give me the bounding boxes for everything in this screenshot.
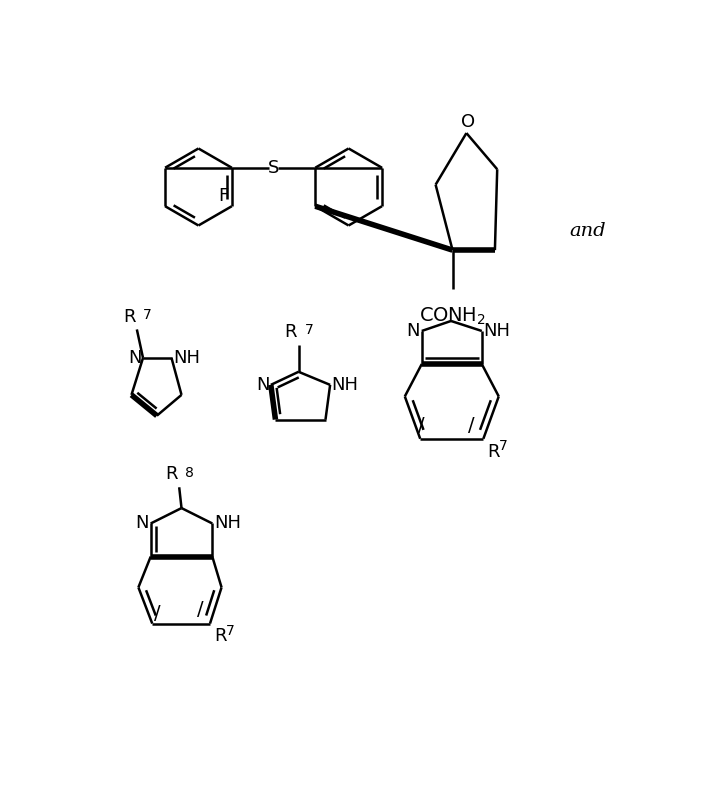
Text: N: N — [256, 376, 269, 394]
Text: 7: 7 — [225, 623, 234, 638]
Text: S: S — [268, 159, 279, 177]
Text: R: R — [284, 323, 297, 341]
Text: R: R — [165, 465, 178, 484]
Text: NH: NH — [173, 349, 200, 367]
Text: R: R — [123, 308, 135, 325]
Text: 7: 7 — [498, 439, 508, 453]
Text: NH: NH — [331, 376, 358, 394]
Text: N: N — [407, 322, 420, 340]
Text: /: / — [154, 604, 160, 622]
Text: N: N — [136, 514, 149, 533]
Text: 7: 7 — [305, 323, 314, 337]
Text: R: R — [487, 443, 500, 461]
Text: /: / — [419, 416, 425, 435]
Text: NH: NH — [214, 514, 241, 533]
Text: R: R — [214, 627, 226, 646]
Text: F: F — [218, 187, 229, 205]
Text: O: O — [461, 113, 475, 131]
Text: 8: 8 — [186, 465, 194, 480]
Text: /: / — [197, 600, 203, 619]
Text: NH: NH — [483, 322, 510, 340]
Text: /: / — [469, 416, 475, 435]
Text: 7: 7 — [143, 308, 151, 322]
Text: CONH$_2$: CONH$_2$ — [419, 305, 486, 327]
Text: N: N — [128, 349, 141, 367]
Text: and: and — [569, 222, 606, 239]
